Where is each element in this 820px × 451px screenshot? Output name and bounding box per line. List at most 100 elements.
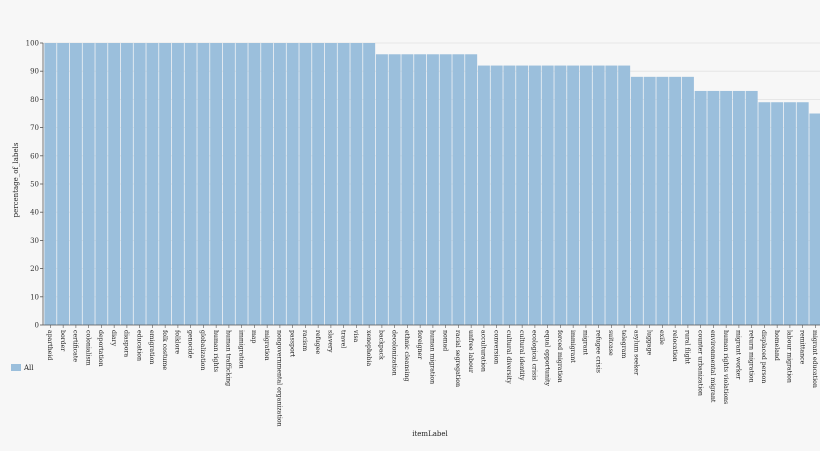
bar[interactable] xyxy=(222,43,235,325)
x-tick-label: equal opportunity xyxy=(543,330,550,386)
bar[interactable] xyxy=(273,43,286,325)
x-tick-label: human migration xyxy=(429,330,436,384)
bar[interactable] xyxy=(528,65,541,325)
x-tick-label: border xyxy=(59,330,66,351)
bar[interactable] xyxy=(146,43,159,325)
bar[interactable] xyxy=(630,76,643,325)
x-tick-label: luggage xyxy=(645,330,652,356)
bar[interactable] xyxy=(261,43,274,325)
bar[interactable] xyxy=(618,65,631,325)
y-tick-label: 30 xyxy=(30,237,39,245)
x-tick-label: environmental migrant xyxy=(709,330,716,403)
bar[interactable] xyxy=(771,102,784,325)
bar[interactable] xyxy=(171,43,184,325)
bar[interactable] xyxy=(809,113,820,326)
bar[interactable] xyxy=(133,43,146,325)
bar[interactable] xyxy=(235,43,248,325)
bar[interactable] xyxy=(490,65,503,325)
x-tick-label: exile xyxy=(658,330,665,345)
bar[interactable] xyxy=(745,90,758,325)
legend: All xyxy=(11,364,34,372)
bar[interactable] xyxy=(401,54,414,325)
x-tick-label: forced migration xyxy=(556,330,563,383)
bar[interactable] xyxy=(541,65,554,325)
x-tick-label: displaced person xyxy=(760,330,767,383)
bar[interactable] xyxy=(503,65,516,325)
bar[interactable] xyxy=(44,43,57,325)
bar[interactable] xyxy=(694,90,707,325)
bar[interactable] xyxy=(120,43,133,325)
bar[interactable] xyxy=(108,43,121,325)
x-tick-label: suitcase xyxy=(607,330,614,356)
bar[interactable] xyxy=(248,43,261,325)
bar[interactable] xyxy=(82,43,95,325)
bar[interactable] xyxy=(567,65,580,325)
bar[interactable] xyxy=(426,54,439,325)
bar[interactable] xyxy=(286,43,299,325)
x-tick-label: foreigner xyxy=(416,330,423,359)
y-tick-label: 60 xyxy=(30,152,39,160)
x-tick-label: asylum seeker xyxy=(633,330,640,375)
x-axis-title: itemLabel xyxy=(412,430,448,438)
x-tick-label: migrant education xyxy=(811,330,818,388)
bar[interactable] xyxy=(554,65,567,325)
y-tick-label: 100 xyxy=(26,40,39,48)
bar[interactable] xyxy=(681,76,694,325)
x-ticks: apartheid border certificate colonialism dep… xyxy=(46,325,818,427)
bar[interactable] xyxy=(184,43,197,325)
x-tick-label: passport xyxy=(288,330,295,358)
y-tick-label: 70 xyxy=(30,124,39,132)
y-tick-label: 0 xyxy=(35,322,39,330)
bar[interactable] xyxy=(363,43,376,325)
bar[interactable] xyxy=(707,90,720,325)
bar[interactable] xyxy=(465,54,478,325)
x-tick-label: telegram xyxy=(620,330,627,358)
bar[interactable] xyxy=(375,54,388,325)
x-tick-label: racial segregation xyxy=(454,330,461,387)
bar[interactable] xyxy=(350,43,363,325)
bar[interactable] xyxy=(159,43,172,325)
bar[interactable] xyxy=(312,43,325,325)
bar[interactable] xyxy=(783,102,796,325)
bar[interactable] xyxy=(643,76,656,325)
x-tick-label: homeland xyxy=(773,330,780,361)
bar[interactable] xyxy=(324,43,337,325)
bar[interactable] xyxy=(95,43,108,325)
x-tick-label: rural flight xyxy=(684,330,691,365)
x-tick-label: cultural identity xyxy=(518,330,525,381)
bar[interactable] xyxy=(477,65,490,325)
bar[interactable] xyxy=(720,90,733,325)
x-tick-label: refugee crisis xyxy=(594,330,601,373)
x-tick-label: labour migration xyxy=(786,330,793,383)
bar[interactable] xyxy=(210,43,223,325)
bar[interactable] xyxy=(439,54,452,325)
bar[interactable] xyxy=(452,54,465,325)
x-tick-label: migrant xyxy=(582,330,589,355)
bar[interactable] xyxy=(388,54,401,325)
bar[interactable] xyxy=(656,76,669,325)
bar[interactable] xyxy=(337,43,350,325)
bar[interactable] xyxy=(796,102,809,325)
bar[interactable] xyxy=(299,43,312,325)
x-tick-label: genocide xyxy=(186,330,193,359)
y-tick-label: 90 xyxy=(30,68,39,76)
x-tick-label: racism xyxy=(301,330,308,351)
x-tick-label: return migration xyxy=(747,330,754,383)
bar[interactable] xyxy=(197,43,210,325)
x-tick-label: migration xyxy=(263,330,270,361)
y-tick-label: 10 xyxy=(30,293,39,301)
x-tick-label: colonialism xyxy=(84,330,91,366)
bar[interactable] xyxy=(516,65,529,325)
bar[interactable] xyxy=(69,43,82,325)
bar[interactable] xyxy=(605,65,618,325)
bar[interactable] xyxy=(414,54,427,325)
x-tick-label: human trafficking xyxy=(225,330,232,386)
bar[interactable] xyxy=(669,76,682,325)
bar[interactable] xyxy=(732,90,745,325)
bar[interactable] xyxy=(758,102,771,325)
bar[interactable] xyxy=(579,65,592,325)
bars xyxy=(44,43,820,325)
bar[interactable] xyxy=(592,65,605,325)
bar[interactable] xyxy=(57,43,70,325)
